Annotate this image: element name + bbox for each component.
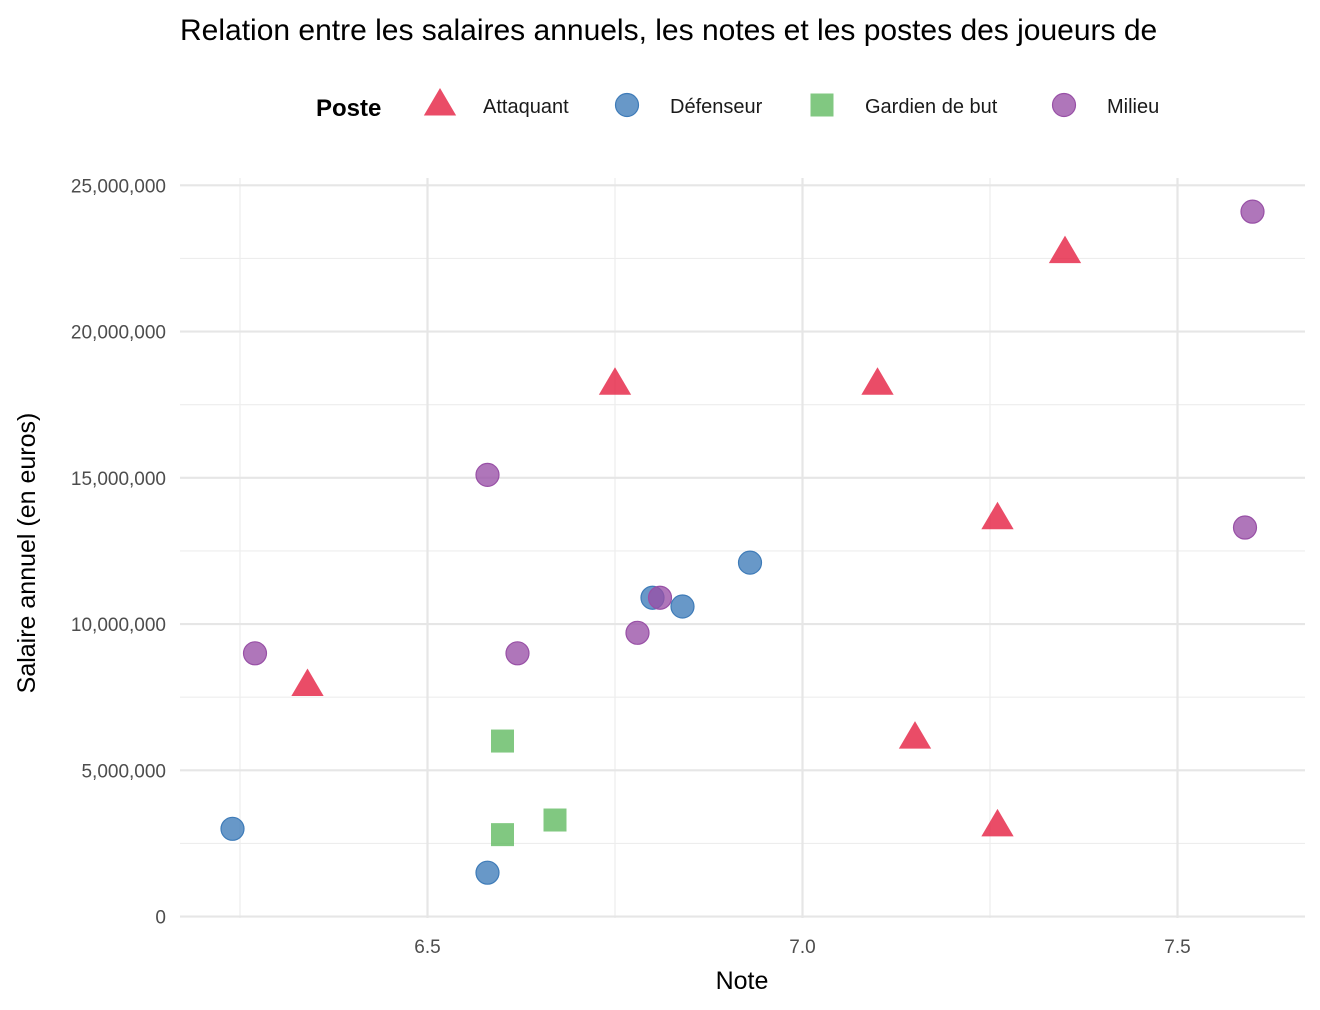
series-milieu: [242, 199, 1265, 666]
legend-label: Gardien de but: [865, 96, 998, 118]
legend-item: Gardien de but: [810, 93, 998, 118]
y-tick-label: 25,000,000: [71, 176, 166, 197]
x-tick-label: 7.5: [1164, 937, 1190, 958]
data-point: [625, 620, 650, 645]
data-point: [242, 641, 268, 666]
x-tick-label: 7.0: [789, 937, 815, 958]
data-point: [861, 367, 894, 395]
legend-item: Défenseur: [614, 92, 763, 118]
y-axis-ticks: 0 5,000,000 10,000,000 15,000,000 20,000,000…: [71, 176, 166, 928]
data-point: [670, 594, 695, 619]
legend-item: Attaquant: [423, 88, 569, 118]
data-point: [1232, 515, 1258, 540]
data-point: [491, 729, 514, 753]
grid: [180, 178, 1305, 918]
data-point: [491, 823, 514, 847]
data-point: [505, 641, 530, 666]
legend-key: [810, 93, 834, 117]
data-point: [647, 585, 673, 610]
data-point: [1240, 199, 1265, 224]
y-axis-label: Salaire annuel (en euros): [13, 413, 41, 694]
y-tick-label: 5,000,000: [81, 761, 166, 782]
data-point: [598, 367, 632, 395]
legend-key: [423, 88, 457, 116]
legend: Poste Attaquant Défenseur Gardien de but Mi…: [316, 88, 1159, 122]
data-point: [898, 721, 932, 749]
legend-key: [1051, 92, 1077, 118]
series-gardien-de-but: [491, 729, 567, 847]
data-point: [543, 808, 567, 832]
data-point: [1048, 235, 1082, 264]
data-point: [475, 462, 500, 487]
legend-title: Poste: [316, 95, 381, 122]
x-tick-label: 6.5: [414, 937, 440, 958]
data-point: [981, 501, 1014, 530]
legend-label: Milieu: [1107, 96, 1159, 118]
legend-label: Attaquant: [483, 96, 569, 118]
x-axis-label: Note: [716, 967, 769, 995]
data-point: [475, 860, 500, 885]
data-point: [981, 808, 1014, 837]
series-attaquant: [291, 235, 1082, 837]
y-tick-label: 10,000,000: [71, 615, 166, 636]
data-points: [220, 199, 1265, 885]
legend-label: Défenseur: [670, 96, 763, 118]
x-axis-ticks: 6.5 7.0 7.5: [414, 937, 1190, 958]
y-tick-label: 20,000,000: [71, 323, 166, 344]
chart-title: Relation entre les salaires annuels, les…: [180, 14, 1157, 47]
legend-key: [614, 92, 640, 118]
data-point: [220, 816, 245, 841]
y-tick-label: 15,000,000: [71, 469, 166, 490]
y-tick-label: 0: [155, 908, 166, 929]
data-point: [291, 668, 324, 697]
legend-item: Milieu: [1051, 92, 1159, 118]
data-point: [737, 550, 763, 575]
